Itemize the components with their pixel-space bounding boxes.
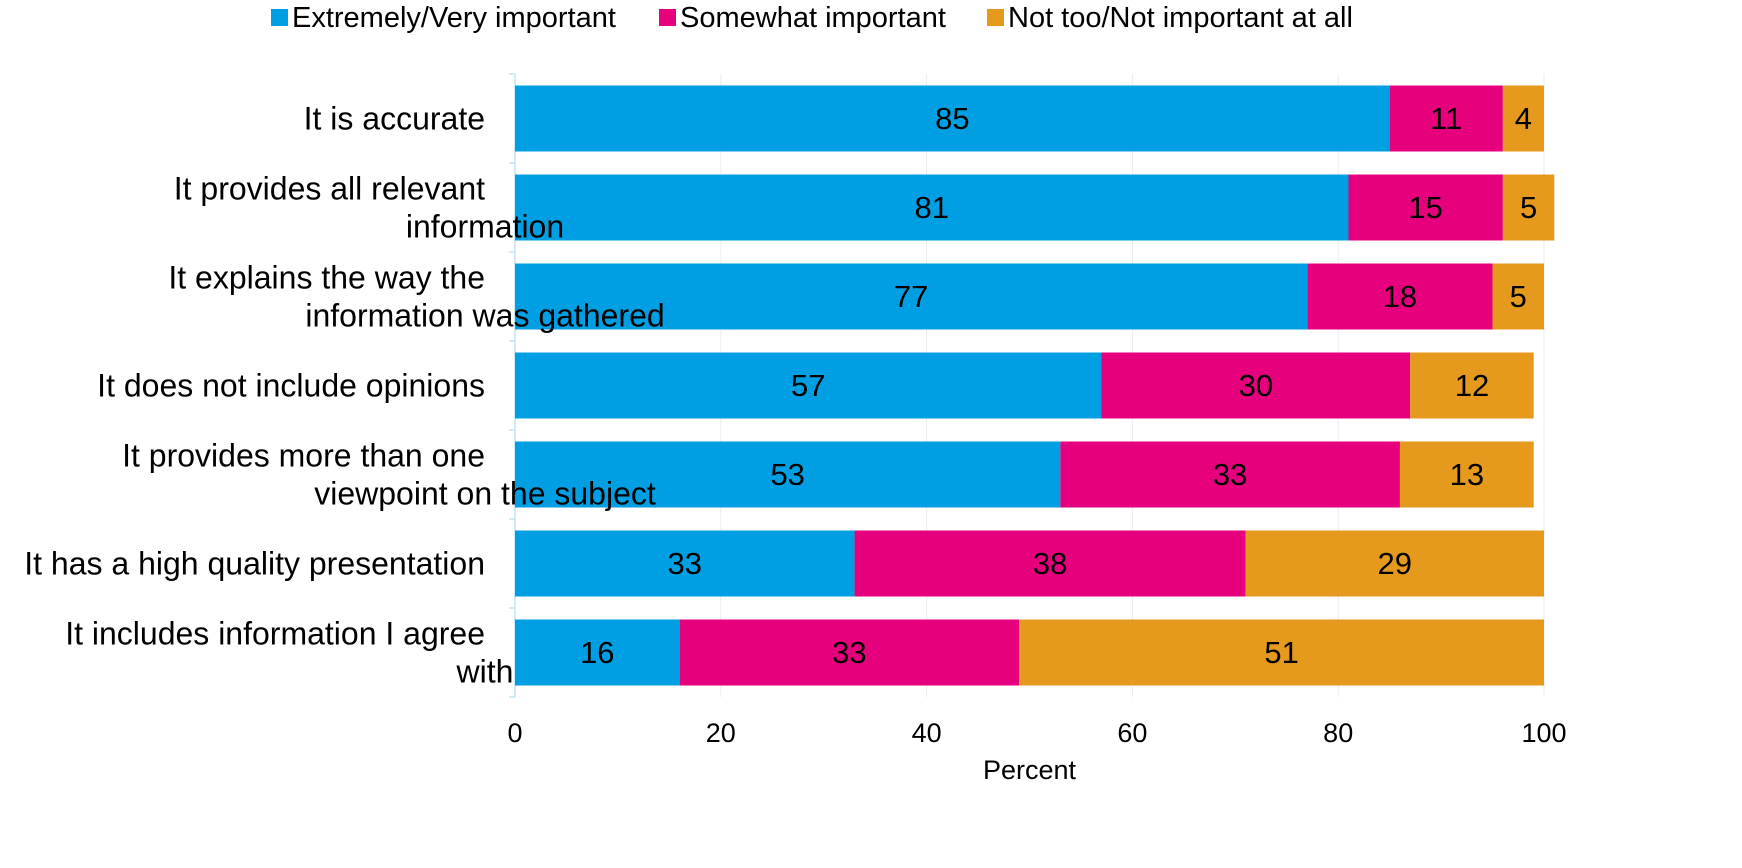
bar-value-label: 33 <box>668 546 702 581</box>
x-tick-label: 0 <box>507 718 522 748</box>
x-axis-title: Percent <box>983 755 1077 785</box>
bar-segment <box>515 174 1349 241</box>
legend-label: Not too/Not important at all <box>1008 2 1353 34</box>
bar-value-label: 11 <box>1430 101 1462 136</box>
bar-value-label: 5 <box>1520 190 1537 225</box>
bar-value-label: 16 <box>580 635 614 670</box>
x-tick-label: 80 <box>1323 718 1353 748</box>
legend-swatch <box>271 9 288 26</box>
bar-value-label: 13 <box>1450 457 1484 492</box>
category-label: It includes information I agree with <box>65 616 513 690</box>
category-labels: It is accurate It provides all relevant in… <box>24 101 664 690</box>
x-tick-label: 40 <box>912 718 942 748</box>
bar-value-label: 85 <box>935 101 969 136</box>
bar-segment <box>515 619 680 686</box>
x-tick-label: 60 <box>1117 718 1147 748</box>
bar-segment <box>515 352 1102 419</box>
bar-segment <box>1307 263 1493 330</box>
legend-label: Extremely/Very important <box>292 2 616 34</box>
bar-value-label: 33 <box>1213 457 1247 492</box>
bar-value-label: 77 <box>894 279 928 314</box>
bar-segment <box>1410 352 1534 419</box>
bar-value-label: 57 <box>791 368 825 403</box>
y-axis <box>509 73 516 698</box>
x-tick-label: 100 <box>1521 718 1566 748</box>
bar-segment <box>1060 441 1400 508</box>
bar-value-label: 33 <box>832 635 866 670</box>
legend: Extremely/Very important Somewhat importa… <box>271 2 1353 34</box>
bar-value-label: 29 <box>1378 546 1412 581</box>
bar-value-label: 5 <box>1510 279 1527 314</box>
bar-segment <box>1492 263 1544 330</box>
category-label: It is accurate <box>304 101 485 137</box>
bar-segment <box>1101 352 1411 419</box>
legend-swatch <box>659 9 676 26</box>
bar-segment <box>1389 85 1503 152</box>
bar-segment <box>1245 530 1544 597</box>
category-label: It does not include opinions <box>97 368 485 404</box>
bar-value-label: 53 <box>770 457 804 492</box>
bar-segment <box>1502 85 1544 152</box>
x-tick-label: 20 <box>706 718 736 748</box>
bar-value-label: 12 <box>1455 368 1489 403</box>
bars: 85 11 4 81 15 5 77 18 5 57 30 12 53 33 13 33 38 29 16 33 51 <box>515 85 1555 686</box>
bar-segment <box>679 619 1020 686</box>
bar-segment <box>515 441 1061 508</box>
bar-value-label: 18 <box>1383 279 1417 314</box>
category-label: It explains the way the information was g… <box>168 260 664 334</box>
bar-value-label: 4 <box>1515 101 1532 136</box>
bar-value-label: 38 <box>1033 546 1067 581</box>
category-label: It provides all relevant information <box>174 171 564 245</box>
legend-label: Somewhat important <box>680 2 946 34</box>
legend-swatch <box>987 9 1004 26</box>
bar-value-label: 15 <box>1408 190 1442 225</box>
x-axis: 0 20 40 60 80 100 Percent <box>507 718 1566 785</box>
bar-segment <box>515 85 1390 152</box>
category-label: It has a high quality presentation <box>24 546 485 582</box>
bar-segment <box>1399 441 1534 508</box>
bar-segment <box>515 530 855 597</box>
bar-segment <box>1348 174 1503 241</box>
bar-value-label: 81 <box>915 190 949 225</box>
bar-segment <box>515 263 1308 330</box>
bar-value-label: 30 <box>1239 368 1273 403</box>
bar-segment <box>1502 174 1555 241</box>
bar-segment <box>1019 619 1544 686</box>
bar-value-label: 51 <box>1264 635 1298 670</box>
bar-segment <box>854 530 1246 597</box>
category-label: It provides more than one viewpoint on th… <box>122 438 656 512</box>
